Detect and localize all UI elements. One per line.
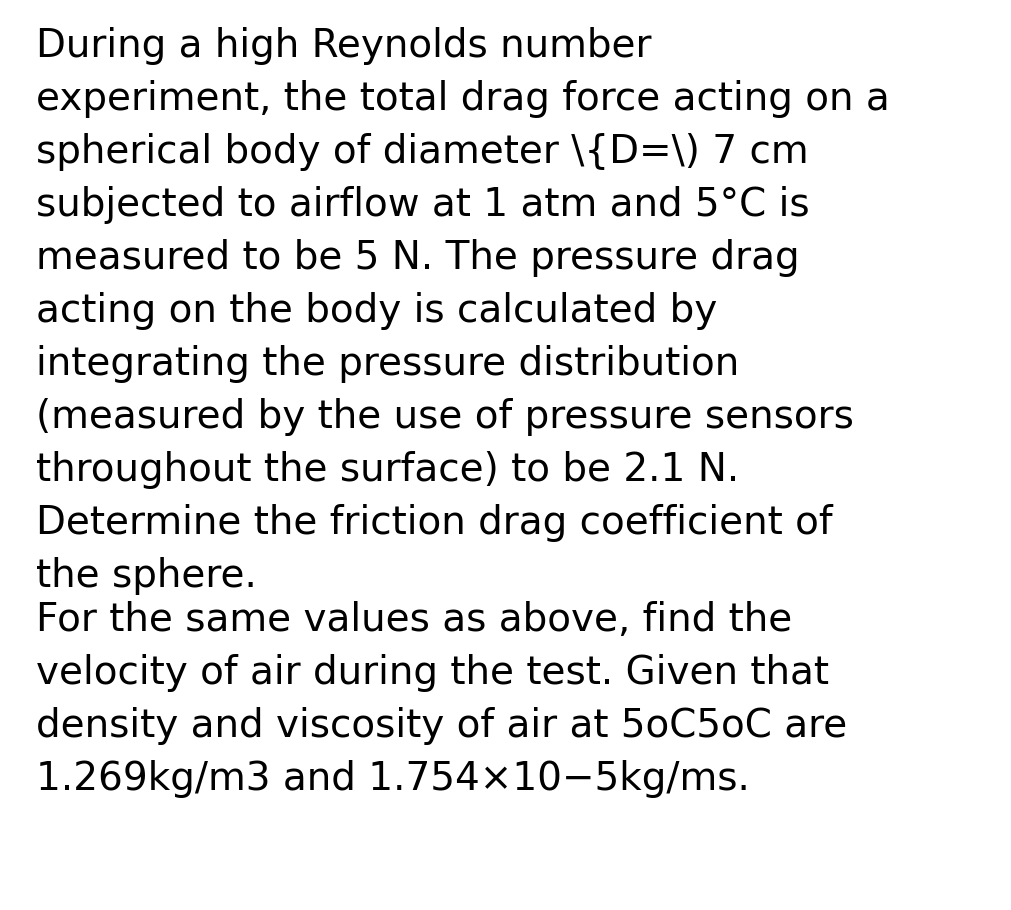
Text: For the same values as above, find the
velocity of air during the test. Given th: For the same values as above, find the v… [36, 601, 847, 797]
Text: During a high Reynolds number
experiment, the total drag force acting on a
spher: During a high Reynolds number experiment… [36, 27, 890, 595]
